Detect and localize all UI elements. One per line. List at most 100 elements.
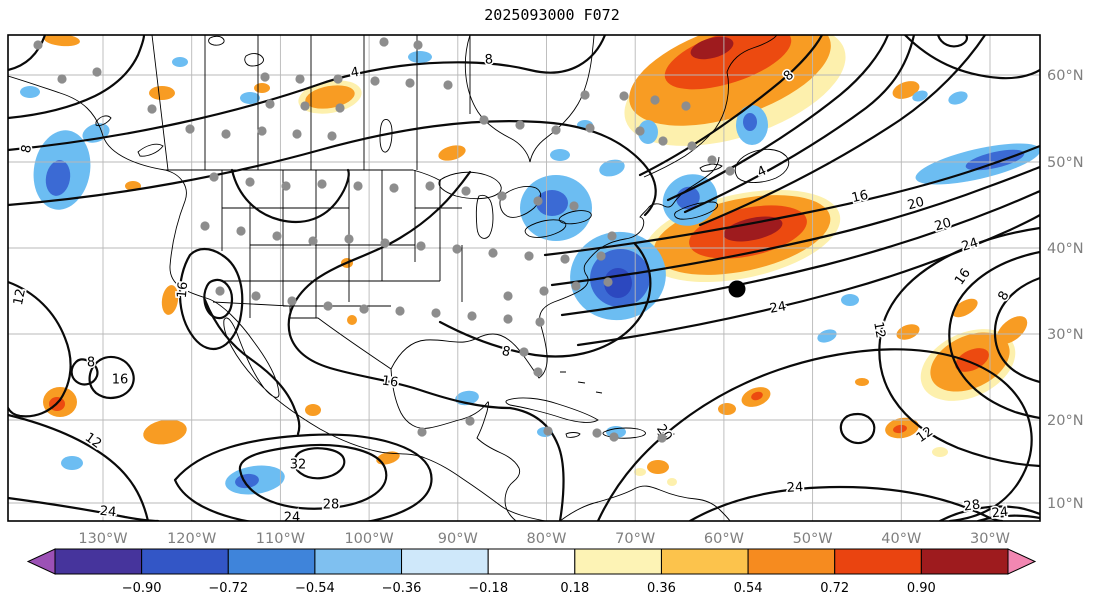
shaded-anomaly-patch [125,181,141,191]
station-dot [431,308,441,318]
y-tick-label: 20°N [1047,413,1084,429]
shaded-anomaly-patch [44,35,80,47]
contour-label: 20 [933,216,953,235]
shaded-anomaly-patch [305,85,355,109]
contour-line [576,213,1040,347]
station-dot [596,251,606,261]
station-dot [389,183,399,193]
x-tick-label: 70°W [615,531,655,547]
station-dot [57,74,67,84]
colorbar-tick-label: 0.54 [734,581,763,596]
contour-label: 24 [960,235,980,254]
shaded-anomaly-patch [638,120,658,144]
coastline-border [505,397,599,423]
station-dot [323,301,333,311]
coastline-border [734,148,790,183]
station-dot [543,426,553,436]
coastline-border [438,171,502,200]
station-dot [335,103,345,113]
shaded-anomaly-patch [20,86,40,98]
contour-line [560,189,1040,317]
shaded-anomaly-patch [841,294,859,306]
station-dot [370,76,380,86]
colorbar-segment [401,548,489,575]
station-dot [333,74,343,84]
colorbar: −0.90 −0.72 −0.54 −0.36 −0.18 0.18 0.36 0.54 0.7… [26,548,1037,596]
contour-label: 24 [786,480,803,496]
contour-line [203,278,234,320]
y-tick-label: 40°N [1047,241,1084,257]
coastline-border [95,115,112,127]
contour-line [839,412,876,445]
shaded-anomaly-patch [667,478,677,486]
shaded-anomaly-patch [996,316,1028,344]
colorbar-tick-label: −0.36 [382,581,422,596]
x-tick-label: 40°W [881,531,921,547]
contour-label: 12 [870,321,888,340]
shaded-anomaly-patch [817,329,837,343]
shaded-anomaly-patch [61,456,83,470]
station-dot [533,367,543,377]
coastline-border [244,53,264,67]
station-dot [533,196,543,206]
contour-label: 16 [381,373,399,390]
station-dot [585,123,595,133]
colorbar-segment [487,548,576,575]
shaded-anomaly-patch [254,83,270,93]
colorbar-tick-label: −0.90 [122,581,162,596]
contour-line [438,242,652,358]
colorbar-segment [141,548,229,575]
station-dot [245,177,255,187]
station-dot [221,129,231,139]
coastline-border [390,156,720,379]
shaded-anomaly-patch [172,57,188,67]
station-dot [524,251,534,261]
contour-label: 28 [323,498,340,513]
contour-label: 4 [350,65,361,81]
station-dot [251,291,261,301]
coastline-border [464,35,595,163]
contour-label: 32 [290,458,307,473]
station-dot [359,304,369,314]
coastline-border [560,371,603,394]
x-tick-label: 80°W [526,531,566,547]
shaded-anomaly-patch [305,404,321,416]
coastline-border [475,194,494,239]
station-dot [592,428,602,438]
coastline-border [165,169,442,182]
shaded-anomaly-patch [149,86,175,100]
station-dot [185,124,195,134]
station-dot [295,74,305,84]
contour-label: 16 [850,188,869,206]
coastline-border [212,301,392,370]
station-dot [635,126,645,136]
shaded-anomaly-patch [896,324,920,340]
contour-line [993,276,1040,384]
shaded-anomaly-patch [161,285,179,315]
x-tick-label: 50°W [793,531,833,547]
station-dot [209,172,219,182]
contour-line [976,514,1040,521]
station-dot [497,191,507,201]
contour-line [203,298,301,436]
contour-line [596,348,1033,521]
station-dot [300,101,310,111]
contour-label: 16 [112,373,129,388]
coastline-border [565,432,581,438]
station-dot [33,40,43,50]
station-dot [353,181,363,191]
contour-line [8,35,146,120]
station-dot [619,91,629,101]
colorbar-tick-label: 0.72 [820,581,849,596]
station-dot [580,90,590,100]
colorbar-tick-label: 0.36 [647,581,676,596]
shaded-anomaly-patch [408,51,432,63]
station-dot [503,314,513,324]
station-dot [257,126,267,136]
contour-line [293,447,346,480]
colorbar-segment [834,548,922,575]
colorbar-segment [227,548,316,575]
station-dot [92,67,102,77]
station-dot [425,181,435,191]
